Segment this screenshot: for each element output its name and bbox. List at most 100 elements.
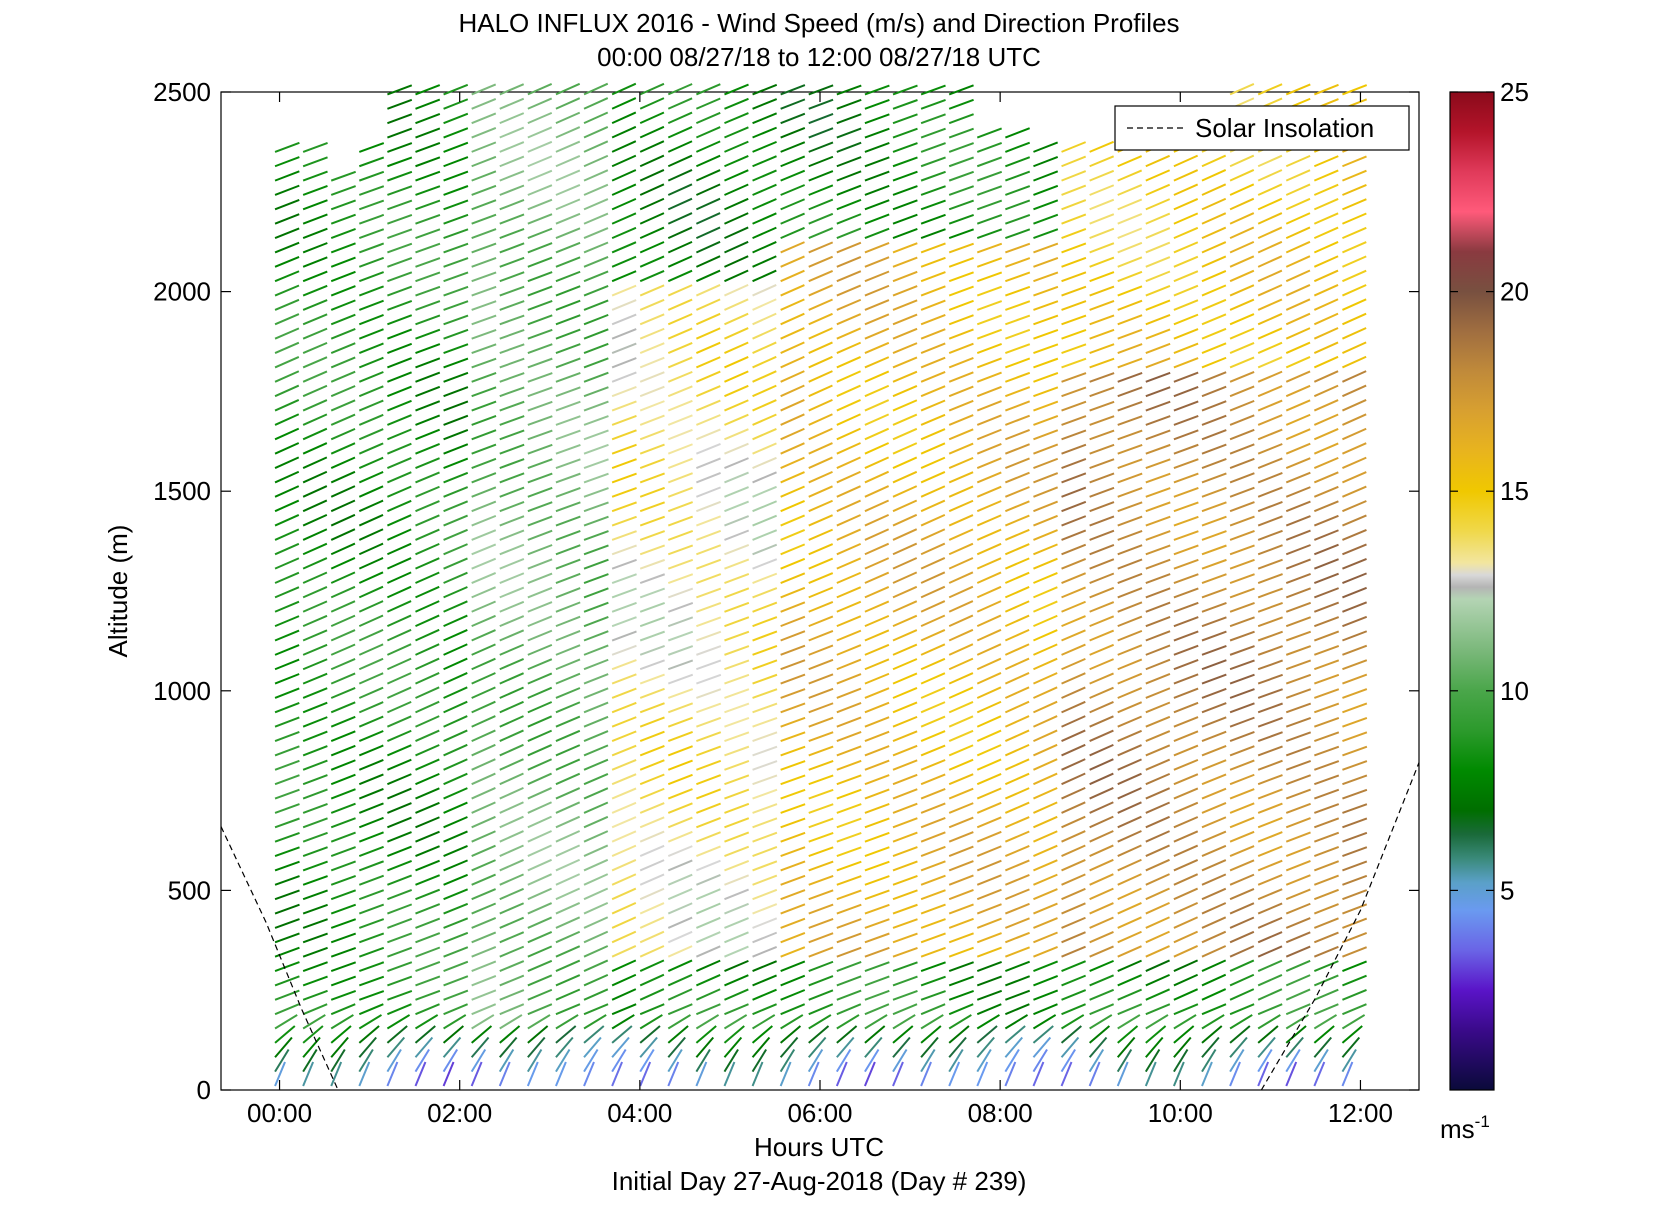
wind-arrow (1117, 758, 1142, 771)
wind-arrow (864, 687, 890, 699)
wind-arrow (920, 142, 946, 153)
wind-arrow (948, 514, 974, 527)
wind-arrow (1342, 572, 1367, 584)
wind-arrow (1173, 169, 1199, 182)
wind-arrow (358, 860, 384, 872)
wind-arrow (948, 399, 974, 412)
wind-arrow (808, 84, 834, 96)
wind-arrow (1313, 616, 1340, 628)
wind-arrow (1061, 586, 1086, 599)
wind-arrow (1004, 657, 1030, 671)
wind-arrow (1173, 673, 1199, 685)
wind-arrow (1145, 916, 1170, 929)
wind-arrow (1229, 887, 1255, 901)
wind-arrow (1313, 212, 1339, 225)
wind-arrow (499, 285, 525, 297)
wind-arrow (752, 846, 778, 858)
wind-arrow (583, 615, 609, 628)
wind-arrow (330, 1036, 349, 1058)
wind-arrow (752, 298, 777, 311)
wind-arrow (330, 528, 356, 541)
wind-arrow (752, 355, 777, 369)
wind-arrow (1229, 1003, 1255, 1016)
wind-arrow (1004, 543, 1030, 556)
wind-arrow (695, 226, 721, 240)
wind-arrow (1117, 930, 1142, 944)
wind-arrow (386, 628, 412, 642)
wind-arrow (639, 702, 665, 714)
wind-arrow (1005, 328, 1031, 340)
wind-arrow (611, 873, 637, 886)
wind-arrow (555, 558, 581, 570)
wind-arrow (1005, 960, 1031, 972)
wind-arrow (358, 845, 384, 858)
wind-arrow (920, 889, 946, 901)
wind-arrow (1342, 471, 1367, 484)
wind-arrow (330, 370, 356, 383)
wind-arrow (274, 1048, 290, 1073)
wind-arrow (780, 557, 806, 570)
wind-arrow (1061, 758, 1086, 771)
wind-arrow (1061, 989, 1087, 1001)
wind-arrow (1342, 601, 1368, 613)
wind-arrow (358, 514, 384, 527)
wind-arrow (471, 572, 497, 584)
wind-arrow (948, 485, 974, 498)
wind-arrow (302, 643, 328, 656)
wind-arrow (752, 558, 778, 570)
wind-arrow (1314, 630, 1340, 642)
wind-arrow (892, 846, 918, 858)
wind-arrow (1229, 573, 1255, 584)
wind-arrow (1313, 355, 1339, 369)
wind-arrow (752, 83, 778, 96)
wind-arrow (1313, 529, 1339, 541)
wind-arrow (499, 873, 524, 886)
wind-arrow (527, 372, 553, 383)
wind-arrow (1285, 572, 1311, 584)
wind-arrow (499, 141, 525, 153)
wind-arrow (611, 154, 637, 168)
wind-arrow (1089, 643, 1115, 656)
wind-arrow (274, 542, 300, 556)
wind-arrow (892, 802, 918, 814)
wind-arrow (527, 544, 553, 556)
wind-arrow (639, 916, 665, 929)
wind-arrow (358, 759, 384, 771)
wind-arrow (920, 399, 946, 412)
wind-arrow (1257, 1048, 1273, 1073)
wind-arrow (1061, 815, 1086, 829)
wind-arrow (976, 557, 1002, 570)
wind-arrow (1173, 299, 1199, 311)
wind-arrow (1117, 429, 1143, 441)
wind-arrow (1061, 945, 1086, 958)
wind-arrow (1145, 988, 1171, 1001)
wind-arrow (1342, 946, 1367, 958)
wind-arrow (330, 228, 356, 240)
wind-arrow (752, 442, 777, 455)
wind-arrow (639, 1003, 665, 1016)
wind-arrow (330, 961, 357, 972)
wind-arrow (724, 630, 750, 642)
wind-arrow (527, 1036, 546, 1058)
wind-arrow (555, 930, 581, 944)
wind-arrow (1089, 786, 1114, 800)
wind-arrow (836, 198, 862, 211)
wind-arrow (358, 802, 384, 814)
wind-arrow (1145, 715, 1171, 728)
wind-arrow (499, 916, 525, 929)
wind-arrow (527, 672, 553, 685)
wind-arrow (976, 801, 1002, 814)
wind-arrow (1117, 715, 1143, 728)
wind-arrow (667, 759, 693, 771)
wind-arrow (976, 600, 1002, 613)
wind-arrow (555, 458, 581, 469)
wind-arrow (808, 917, 834, 929)
wind-arrow (386, 1014, 411, 1030)
wind-arrow (1061, 515, 1087, 527)
wind-arrow (836, 946, 862, 958)
wind-arrow (1117, 299, 1143, 311)
wind-arrow (1285, 817, 1311, 829)
wind-arrow (1173, 630, 1199, 642)
wind-arrow (499, 657, 525, 671)
wind-arrow (695, 916, 721, 929)
